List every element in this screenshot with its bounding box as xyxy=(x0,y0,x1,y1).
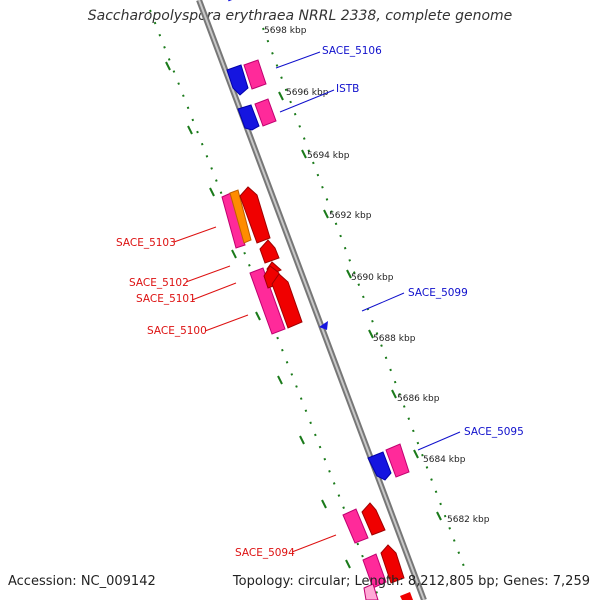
gene-sace-5099[interactable] xyxy=(319,321,328,330)
inner-major-ticks xyxy=(165,61,351,569)
scale-label: 5696 kbp xyxy=(286,88,329,98)
gene-forward[interactable] xyxy=(229,189,252,244)
gene-sace-5106-group xyxy=(226,59,267,96)
scale-label: 5684 kbp xyxy=(423,455,466,465)
reverse-genes xyxy=(221,186,413,600)
gene-forward[interactable] xyxy=(226,64,249,96)
scale-label: 5698 kbp xyxy=(264,26,307,36)
gene-label[interactable]: SACE_5103 xyxy=(116,237,176,249)
scale-label: 5692 kbp xyxy=(329,211,372,221)
gene-sace-5095-group xyxy=(367,443,410,481)
gene-istb-group xyxy=(237,98,277,131)
gene-istb[interactable] xyxy=(254,98,277,127)
reverse-leader-lines xyxy=(173,226,337,553)
gene-forward[interactable] xyxy=(225,0,242,2)
gene-label[interactable]: SACE_5101 xyxy=(136,293,196,305)
map-title: Saccharopolyspora erythraea NRRL 2338, c… xyxy=(87,8,513,24)
gene-forward[interactable] xyxy=(237,104,260,131)
gene-label[interactable]: ISTB xyxy=(336,83,359,95)
gene-reverse[interactable] xyxy=(362,553,387,589)
gene-reverse[interactable] xyxy=(239,186,271,244)
gene-label[interactable]: SACE_5099 xyxy=(408,287,468,299)
forward-leader-lines xyxy=(275,51,461,451)
gene-forward[interactable] xyxy=(367,451,392,481)
gene-sace-5100-group xyxy=(271,273,303,329)
scale-label: 5694 kbp xyxy=(307,151,350,161)
gene-sace-5094[interactable] xyxy=(342,508,369,544)
inner-tick-track xyxy=(149,9,379,597)
gene-reverse[interactable] xyxy=(363,583,379,600)
bottom-genes-group xyxy=(362,544,413,600)
scale-labels: 5698 kbp 5696 kbp 5694 kbp 5692 kbp 5690… xyxy=(264,26,490,525)
topology-text: Topology: circular; Length: 8,212,805 bp… xyxy=(232,574,590,589)
gene-sace-5101[interactable] xyxy=(249,267,286,335)
gene-label[interactable]: SACE_5095 xyxy=(464,426,524,438)
gene-labels: SACE_5106 ISTB SACE_5099 SACE_5095 SACE_… xyxy=(116,45,524,559)
gene-reverse[interactable] xyxy=(400,592,413,600)
scale-label: 5686 kbp xyxy=(397,394,440,404)
gene-label[interactable]: SACE_5094 xyxy=(235,547,295,559)
gene-sace-5095[interactable] xyxy=(385,443,410,478)
gene-label[interactable]: SACE_5106 xyxy=(322,45,382,57)
scale-label: 5682 kbp xyxy=(447,515,490,525)
gene-label[interactable]: SACE_5102 xyxy=(129,277,189,289)
gene-sace-5103-group xyxy=(221,186,271,249)
scale-label: 5690 kbp xyxy=(351,273,394,283)
gene-sace-5102[interactable] xyxy=(259,239,280,264)
gene-sace-5106[interactable] xyxy=(243,59,267,90)
gene-reverse[interactable] xyxy=(380,544,405,584)
scale-label: 5688 kbp xyxy=(373,334,416,344)
gene-sace-5103[interactable] xyxy=(221,192,246,249)
gene-sace-5094-group xyxy=(342,502,386,544)
gene-reverse[interactable] xyxy=(361,502,386,536)
gene-sace-5100[interactable] xyxy=(271,273,303,329)
accession-text: Accession: NC_009142 xyxy=(8,574,156,589)
gene-label[interactable]: SACE_5100 xyxy=(147,325,207,337)
genome-backbone xyxy=(196,0,427,600)
forward-genes xyxy=(225,0,410,481)
outer-major-ticks xyxy=(278,91,442,521)
